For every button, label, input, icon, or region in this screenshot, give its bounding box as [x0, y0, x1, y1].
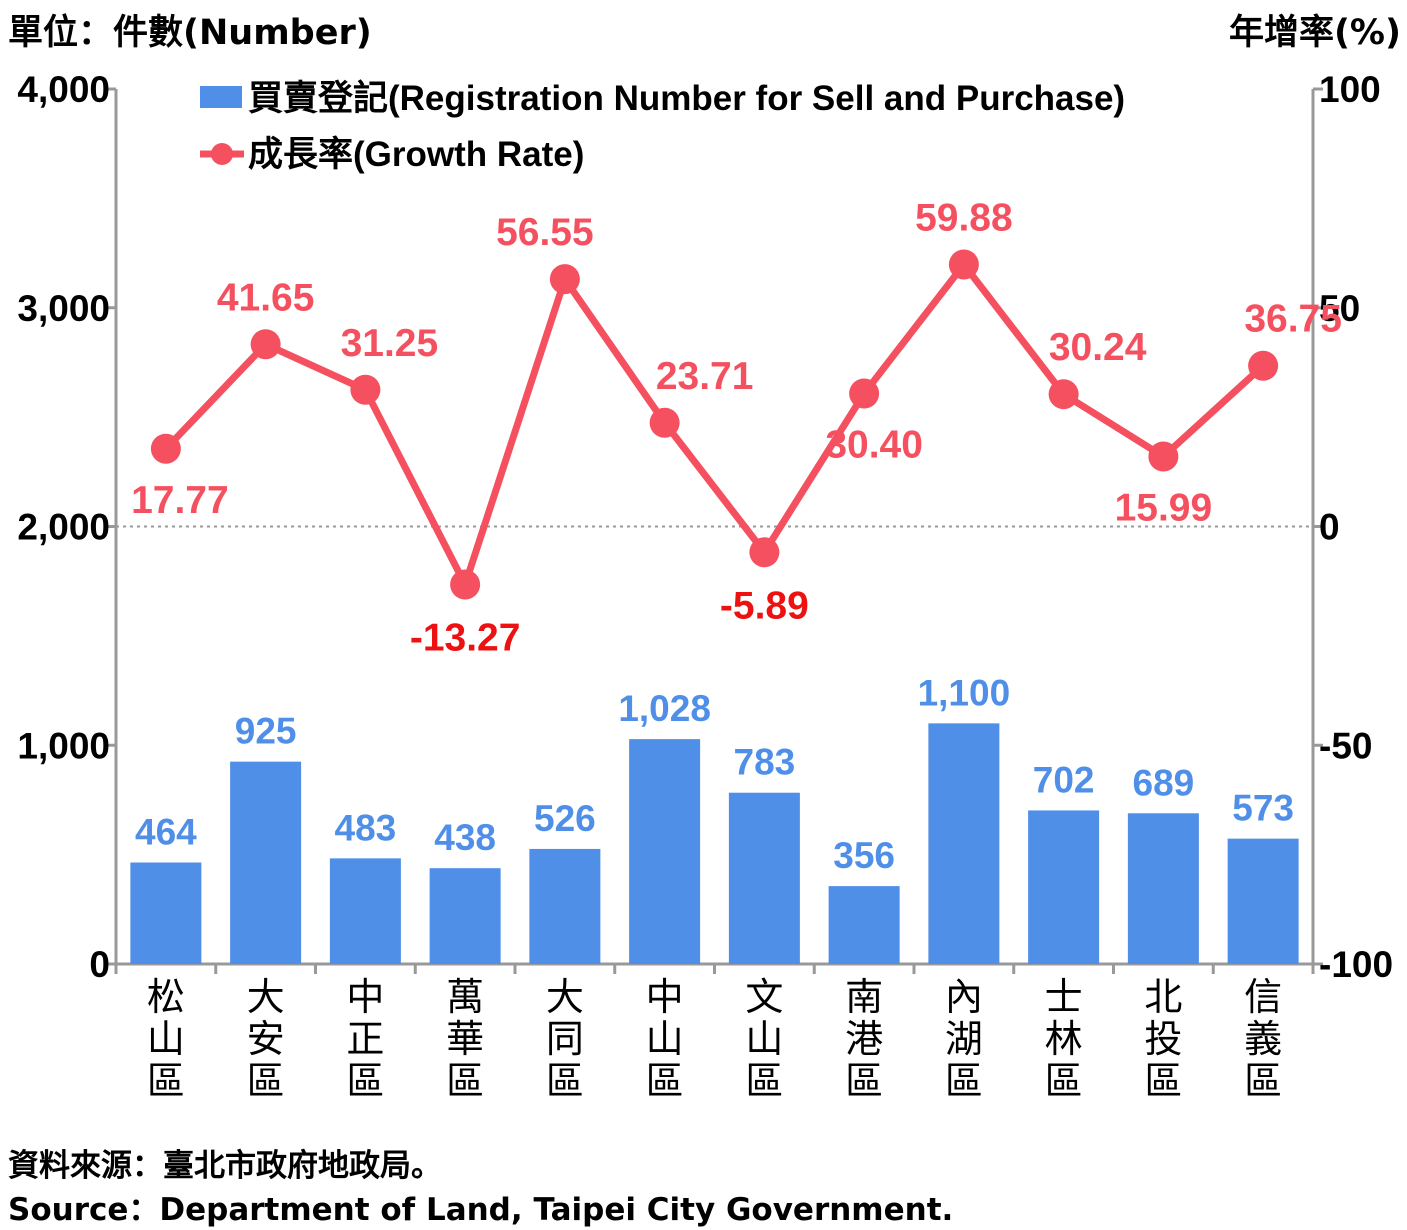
growth-rate-label: 31.25: [341, 322, 439, 365]
left-axis-tick-label: 4,000: [17, 69, 110, 110]
bar: [230, 761, 302, 964]
category-label: 松山區: [147, 977, 185, 1103]
bar-value-label: 483: [335, 807, 397, 848]
bar: [828, 886, 900, 964]
growth-rate-point: [549, 264, 580, 295]
growth-rate-point: [150, 433, 181, 464]
bar-value-label: 526: [534, 798, 596, 839]
growth-rate-label: -13.27: [410, 617, 521, 660]
bar-value-label: 925: [235, 711, 297, 752]
legend-line-marker: [211, 143, 233, 165]
category-label: 信義區: [1244, 977, 1282, 1103]
growth-rate-point: [849, 378, 880, 409]
growth-rate-label: 56.55: [496, 211, 594, 254]
growth-rate-line: [162, 261, 1267, 589]
growth-rate-point: [1248, 350, 1279, 381]
growth-rate-point: [948, 249, 979, 280]
source-chinese: 資料來源：臺北市政府地政局。: [8, 1148, 442, 1184]
bar: [1127, 813, 1199, 964]
legend-bar-label: 買賣登記(Registration Number for Sell and Pu…: [248, 79, 1125, 118]
bar-value-label: 702: [1033, 759, 1095, 800]
right-axis-unit: 年增率(%): [1228, 13, 1401, 53]
bar: [429, 868, 501, 964]
bar-value-label: 573: [1232, 788, 1294, 829]
bar-value-label: 1,100: [918, 672, 1011, 713]
growth-rate-label: 23.71: [656, 355, 754, 398]
bar-value-label: 689: [1133, 762, 1195, 803]
growth-rate-label: 36.75: [1244, 298, 1342, 341]
growth-rate-point: [450, 569, 481, 600]
bar-value-label: 783: [734, 742, 796, 783]
left-axis-tick-label: 0: [89, 944, 110, 985]
left-axis-unit: 單位：件數(Number): [8, 13, 372, 53]
bar: [329, 858, 401, 964]
bar: [1028, 810, 1100, 964]
growth-rate-label: 59.88: [915, 197, 1013, 240]
right-axis-tick-label: -50: [1319, 725, 1372, 766]
category-label: 北投區: [1144, 977, 1182, 1103]
bar: [629, 739, 701, 964]
category-label: 內湖區: [945, 977, 983, 1103]
bar-value-label: 1,028: [618, 688, 711, 729]
left-axis-tick-label: 1,000: [17, 725, 110, 766]
bar: [529, 848, 601, 964]
right-axis-tick-label: 100: [1319, 69, 1381, 110]
category-label: 南港區: [845, 977, 883, 1103]
bar-value-label: 356: [833, 835, 895, 876]
growth-rate-label: 17.77: [131, 479, 229, 522]
bar: [1227, 838, 1299, 964]
bar-value-label: 438: [434, 817, 496, 858]
category-label: 士林區: [1045, 977, 1083, 1103]
right-axis-tick-label: 50: [1319, 288, 1360, 329]
category-label: 中山區: [646, 977, 684, 1103]
category-label: 文山區: [745, 977, 783, 1103]
growth-rate-label: 30.40: [825, 424, 923, 467]
category-label: 大安區: [247, 977, 285, 1103]
growth-rate-point: [749, 537, 780, 568]
right-axis-tick-label: -100: [1319, 944, 1393, 985]
source-english: Source：Department of Land, Taipei City G…: [8, 1192, 954, 1228]
category-label: 中正區: [346, 977, 384, 1103]
bar-value-label: 464: [135, 812, 197, 853]
growth-rate-label: 30.24: [1049, 326, 1147, 369]
bar: [928, 723, 1000, 964]
left-axis-tick-label: 2,000: [17, 507, 110, 548]
growth-rate-point: [1148, 441, 1179, 472]
growth-rate-label: 15.99: [1115, 487, 1213, 530]
left-axis-tick-label: 3,000: [17, 288, 110, 329]
bar: [728, 792, 800, 964]
bar: [130, 862, 202, 964]
right-axis-tick-label: 0: [1319, 507, 1340, 548]
category-label: 大同區: [546, 977, 584, 1103]
growth-rate-label: 41.65: [217, 276, 315, 319]
legend-bar-swatch: [200, 86, 242, 108]
growth-rate-point: [350, 374, 381, 405]
growth-rate-point: [250, 329, 281, 360]
growth-rate-point: [1048, 379, 1079, 410]
growth-rate-label: -5.89: [720, 584, 809, 627]
growth-rate-point: [649, 407, 680, 438]
legend-line-label: 成長率(Growth Rate): [248, 135, 584, 174]
category-label: 萬華區: [446, 977, 484, 1103]
